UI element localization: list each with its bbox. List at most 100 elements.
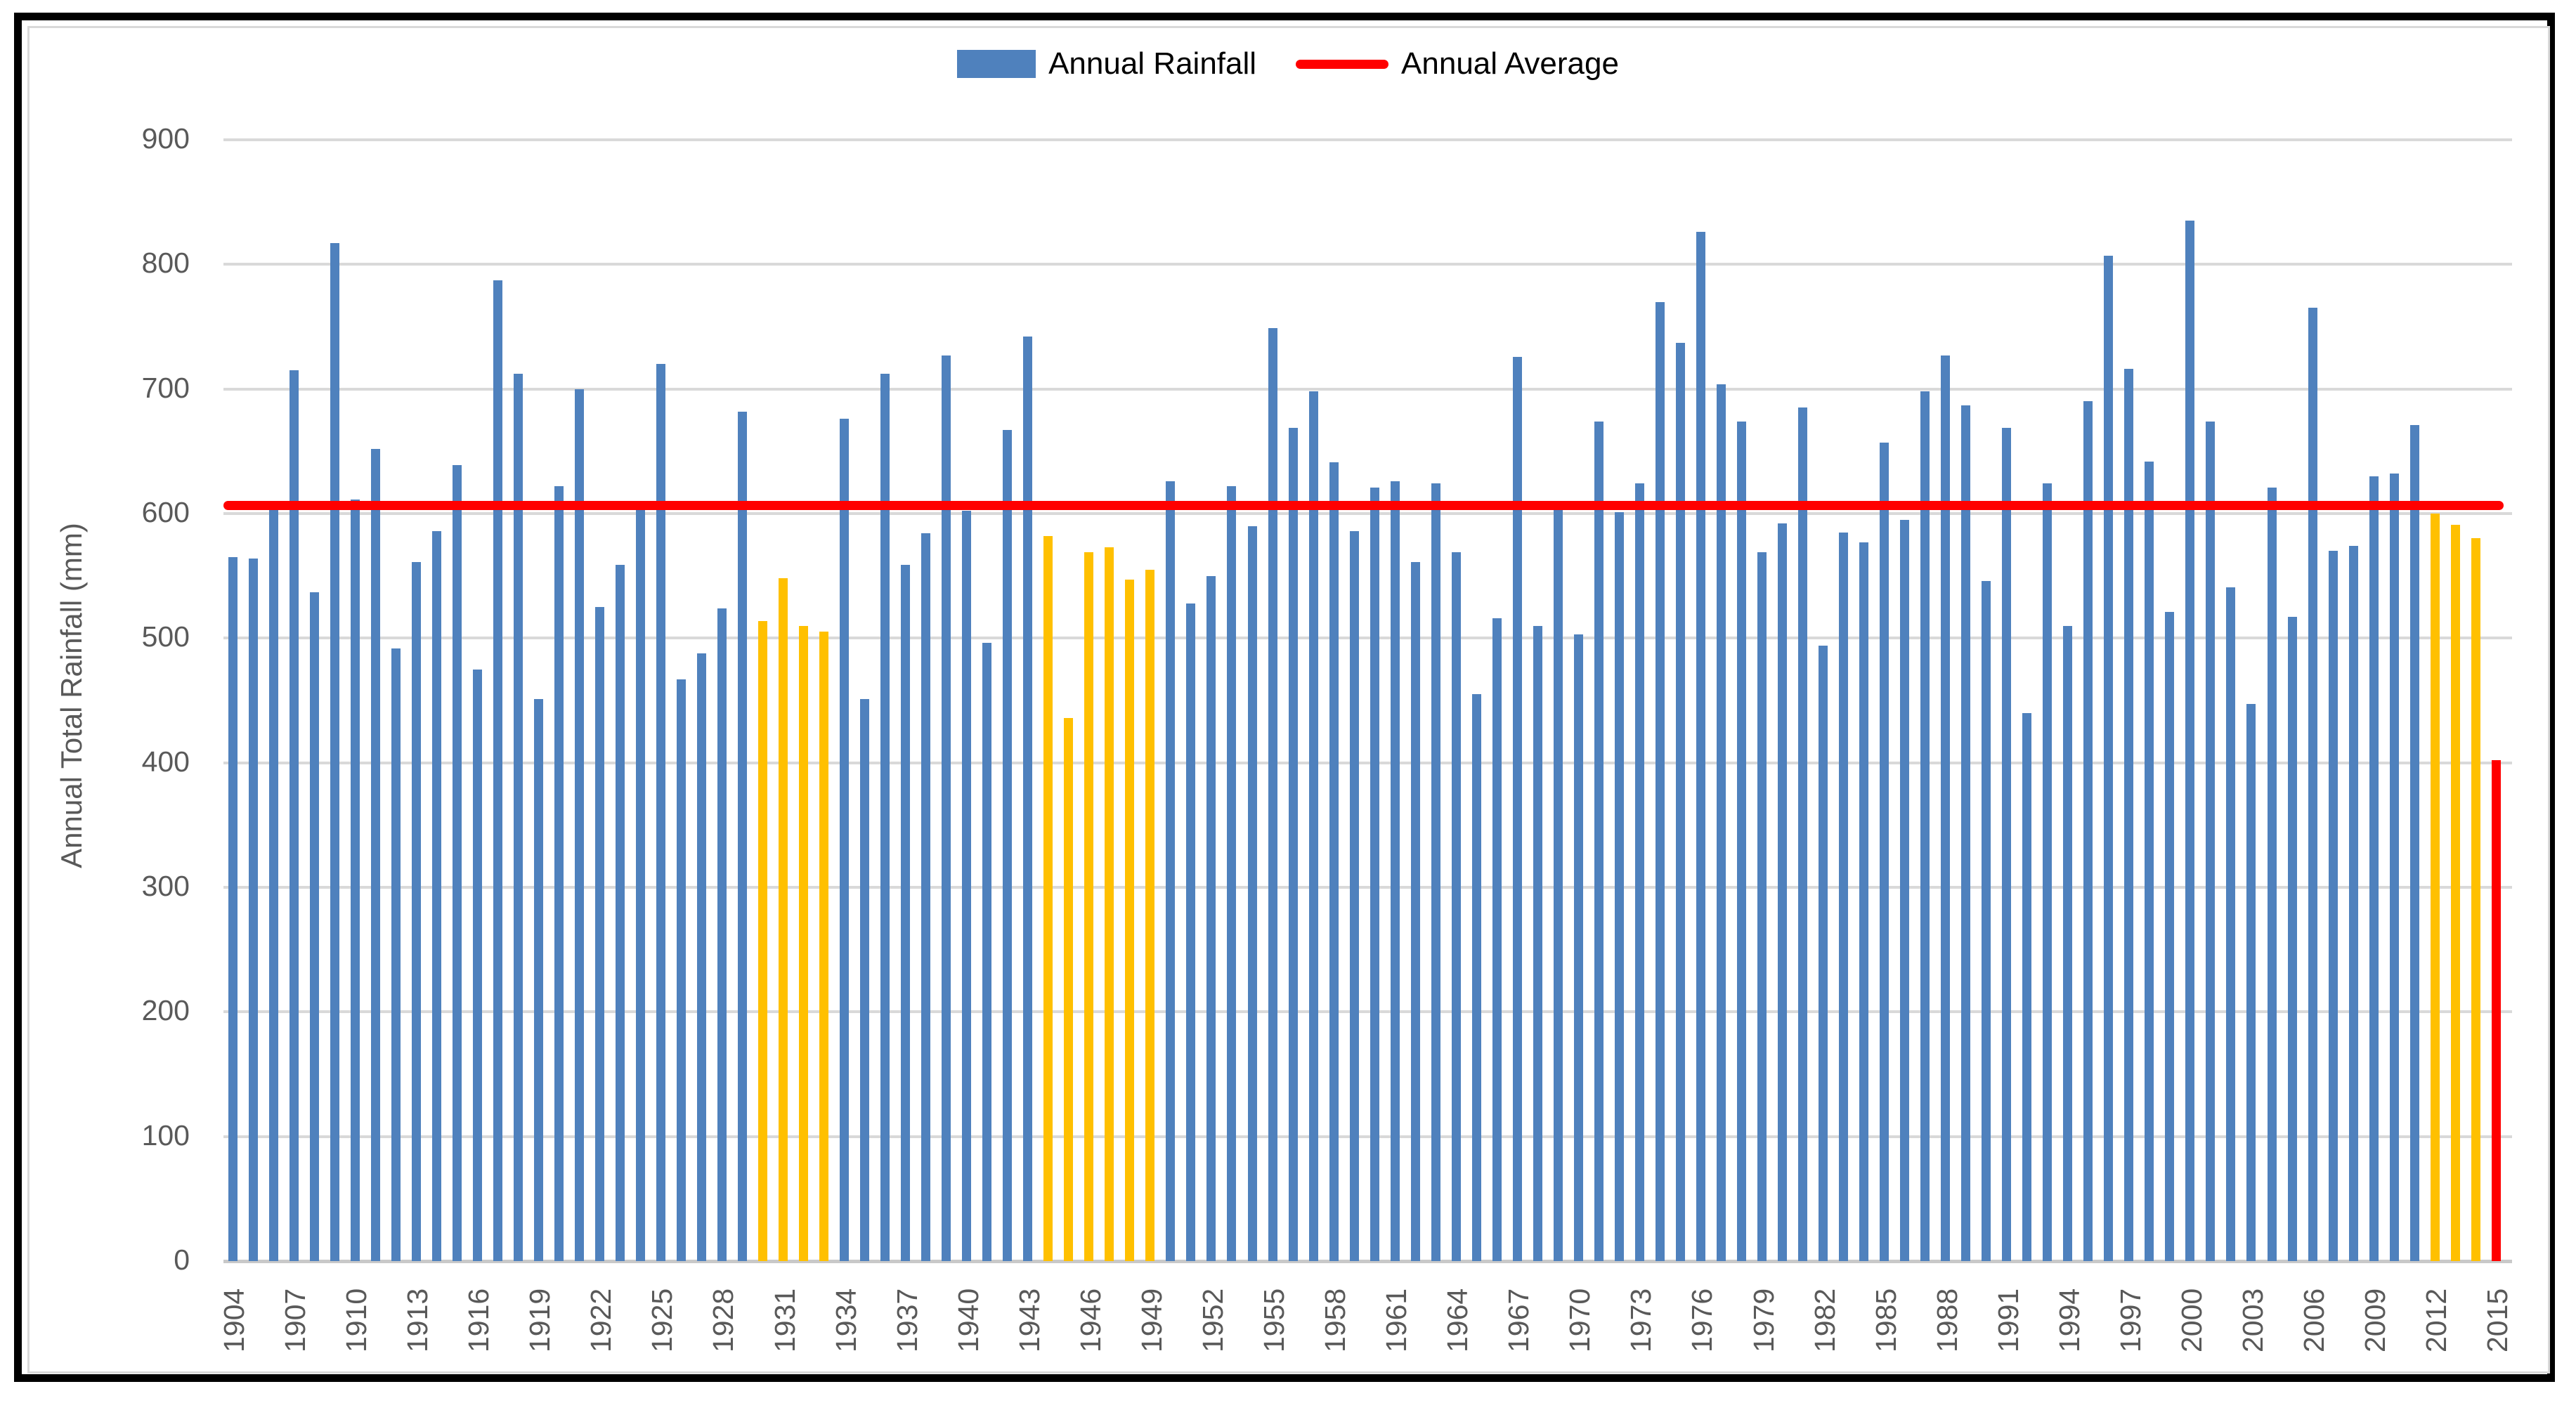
bar-1911 <box>370 448 380 1261</box>
bar-1940 <box>962 511 972 1261</box>
bar-1972 <box>1614 512 1624 1261</box>
bar-1986 <box>1900 519 1910 1261</box>
bar-1914 <box>431 530 441 1261</box>
legend: Annual Rainfall Annual Average <box>0 46 2576 81</box>
x-tick-label-2003: 2003 <box>2236 1288 2269 1352</box>
bar-1925 <box>656 364 665 1261</box>
bar-1992 <box>2022 712 2032 1261</box>
x-tick-label-1916: 1916 <box>462 1288 495 1352</box>
gridline-300 <box>223 886 2512 889</box>
gridline-600 <box>223 512 2512 515</box>
y-tick-label-800: 800 <box>141 247 190 280</box>
bar-2010 <box>2389 474 2399 1261</box>
y-tick-label-900: 900 <box>141 122 190 155</box>
x-tick-label-1931: 1931 <box>768 1288 801 1352</box>
bar-1968 <box>1533 625 1542 1261</box>
bar-1971 <box>1594 421 1604 1261</box>
bar-1948 <box>1125 579 1135 1261</box>
bar-1937 <box>901 564 911 1261</box>
bar-1942 <box>1003 430 1013 1261</box>
bar-1984 <box>1859 542 1869 1261</box>
bar-1904 <box>228 557 238 1261</box>
bar-1907 <box>289 370 299 1261</box>
gridline-900 <box>223 138 2512 141</box>
bar-1918 <box>513 374 523 1261</box>
legend-item-rainfall: Annual Rainfall <box>957 46 1256 81</box>
bar-2012 <box>2430 514 2440 1261</box>
bar-1957 <box>1308 391 1318 1261</box>
x-tick-label-1997: 1997 <box>2114 1288 2147 1352</box>
legend-rainfall-label: Annual Rainfall <box>1048 46 1257 81</box>
x-tick-label-1904: 1904 <box>218 1288 250 1352</box>
bar-1919 <box>533 699 543 1261</box>
x-tick-label-1955: 1955 <box>1258 1288 1291 1352</box>
bar-1967 <box>1512 356 1522 1261</box>
y-tick-label-500: 500 <box>141 620 190 653</box>
y-tick-label-600: 600 <box>141 496 190 528</box>
bar-1960 <box>1370 487 1379 1261</box>
x-tick-label-1937: 1937 <box>890 1288 923 1352</box>
bar-1954 <box>1247 526 1257 1261</box>
bar-1923 <box>615 564 625 1261</box>
legend-item-average: Annual Average <box>1296 46 1619 81</box>
average-line-icon <box>1296 59 1389 69</box>
bar-2013 <box>2450 524 2460 1261</box>
x-tick-label-1946: 1946 <box>1074 1288 1107 1352</box>
bar-1953 <box>1227 485 1237 1261</box>
bar-1987 <box>1920 391 1930 1261</box>
x-tick-label-1913: 1913 <box>401 1288 434 1352</box>
x-tick-label-1928: 1928 <box>707 1288 740 1352</box>
bar-1947 <box>1105 547 1114 1261</box>
bar-1958 <box>1329 462 1339 1261</box>
x-tick-label-1994: 1994 <box>2053 1288 2086 1352</box>
x-axis-line <box>223 1260 2512 1263</box>
x-tick-label-1970: 1970 <box>1563 1288 1596 1352</box>
bar-2014 <box>2471 538 2480 1261</box>
bar-1963 <box>1431 483 1440 1261</box>
bar-1998 <box>2145 461 2154 1261</box>
bar-1936 <box>880 374 890 1261</box>
bar-1965 <box>1471 694 1481 1261</box>
bar-1932 <box>799 625 809 1261</box>
x-tick-label-1922: 1922 <box>585 1288 618 1352</box>
x-tick-label-2012: 2012 <box>2420 1288 2453 1352</box>
bar-1962 <box>1410 562 1420 1261</box>
bar-1946 <box>1084 552 1094 1261</box>
legend-average-label: Annual Average <box>1401 46 1619 81</box>
gridline-700 <box>223 387 2512 391</box>
bar-1999 <box>2165 612 2175 1261</box>
x-tick-label-1934: 1934 <box>829 1288 862 1352</box>
bar-2000 <box>2185 221 2195 1261</box>
bar-1931 <box>779 578 788 1261</box>
bar-1916 <box>472 669 482 1261</box>
y-tick-label-100: 100 <box>141 1118 190 1151</box>
bar-1982 <box>1819 645 1828 1261</box>
x-tick-label-1940: 1940 <box>951 1288 984 1352</box>
bar-1966 <box>1492 618 1502 1261</box>
bar-1928 <box>717 608 727 1261</box>
bar-1997 <box>2124 369 2134 1261</box>
x-tick-label-1943: 1943 <box>1013 1288 1046 1352</box>
bar-1995 <box>2083 401 2093 1261</box>
bar-2009 <box>2369 476 2379 1261</box>
bar-1929 <box>738 411 747 1261</box>
bar-1941 <box>982 643 992 1261</box>
x-tick-label-2015: 2015 <box>2481 1288 2514 1352</box>
bar-1961 <box>1390 481 1400 1261</box>
bar-1994 <box>2063 625 2073 1261</box>
bar-1922 <box>594 607 604 1261</box>
bar-2003 <box>2246 704 2256 1261</box>
gridline-500 <box>223 637 2512 640</box>
bar-1955 <box>1268 327 1277 1261</box>
bar-2001 <box>2206 421 2216 1261</box>
bar-1977 <box>1716 384 1726 1261</box>
y-tick-label-0: 0 <box>174 1244 190 1276</box>
bar-2006 <box>2308 308 2317 1261</box>
x-tick-label-1991: 1991 <box>1991 1288 2024 1352</box>
bar-1950 <box>1166 481 1176 1261</box>
x-tick-label-2006: 2006 <box>2298 1288 2331 1352</box>
bar-1949 <box>1145 569 1155 1261</box>
bar-1920 <box>554 485 564 1261</box>
bar-1934 <box>840 419 850 1261</box>
bar-1935 <box>860 699 870 1261</box>
